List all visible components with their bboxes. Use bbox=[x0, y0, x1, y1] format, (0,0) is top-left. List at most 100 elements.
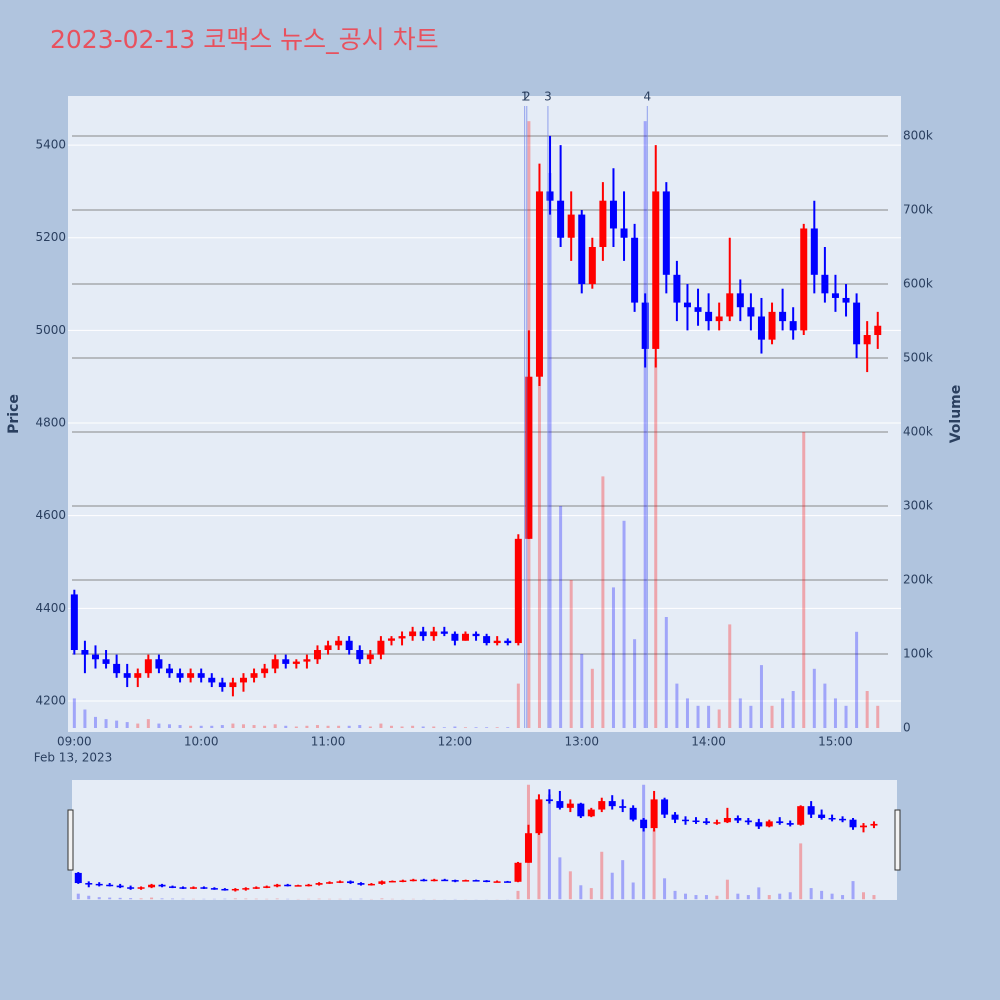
mini-candle-body bbox=[399, 880, 407, 883]
mini-candle-body bbox=[430, 879, 438, 882]
volume-bar bbox=[83, 709, 87, 729]
mini-volume-bar bbox=[275, 898, 279, 900]
mini-candle-body bbox=[326, 882, 334, 884]
volume-bar bbox=[220, 725, 224, 729]
slider-handle[interactable] bbox=[67, 809, 74, 871]
volume-bar bbox=[326, 725, 330, 729]
volume-bar bbox=[590, 668, 594, 729]
mini-candle-body bbox=[210, 888, 218, 890]
mini-candle-body bbox=[315, 883, 323, 885]
mini-candle-body bbox=[671, 814, 679, 820]
mini-candle-body bbox=[106, 884, 114, 887]
volume-bar bbox=[400, 726, 404, 729]
volume-bar bbox=[876, 705, 880, 729]
range-slider[interactable] bbox=[72, 780, 897, 900]
mini-candle-body bbox=[200, 887, 208, 889]
mini-volume-bar bbox=[150, 897, 154, 900]
volume-bar bbox=[707, 705, 711, 729]
candle-body bbox=[514, 538, 522, 644]
mini-volume-bar bbox=[725, 879, 729, 900]
volume-bar bbox=[654, 357, 658, 729]
volume-bar bbox=[611, 587, 615, 729]
mini-volume-bar bbox=[171, 898, 175, 900]
mini-volume-bar bbox=[767, 895, 771, 900]
volume-bar bbox=[759, 665, 763, 729]
volume-bar bbox=[633, 639, 637, 729]
y-tick-label: 5200 bbox=[35, 230, 66, 244]
mini-candle-body bbox=[839, 818, 847, 821]
candle-body bbox=[366, 654, 374, 660]
y2-tick-label: 0 bbox=[903, 721, 911, 735]
x-tick-label: 11:00 bbox=[311, 735, 346, 749]
mini-candle-body bbox=[116, 885, 124, 888]
candle-body bbox=[187, 673, 195, 678]
candle-body bbox=[747, 307, 755, 317]
mini-candle-body bbox=[818, 814, 826, 818]
y2-tick-label: 100k bbox=[903, 646, 933, 660]
x-tick-label: 14:00 bbox=[691, 735, 726, 749]
volume-bar bbox=[865, 691, 869, 729]
candle-body bbox=[789, 321, 797, 331]
mini-volume-bar bbox=[799, 843, 803, 900]
mini-candle-body bbox=[713, 822, 721, 824]
mini-volume-bar bbox=[181, 898, 185, 900]
volume-bar bbox=[495, 727, 499, 729]
volume-bar bbox=[696, 705, 700, 729]
x-date-label: Feb 13, 2023 bbox=[34, 751, 113, 765]
mini-candle-body bbox=[734, 817, 742, 821]
candle-body bbox=[641, 302, 649, 349]
mini-candle-body bbox=[346, 881, 354, 884]
chart-title: 2023-02-13 코맥스 뉴스_공시 차트 bbox=[50, 25, 439, 54]
volume-bar bbox=[622, 520, 626, 729]
slider-handle[interactable] bbox=[894, 809, 901, 871]
volume-bar bbox=[855, 631, 859, 729]
mini-candle-body bbox=[598, 801, 606, 810]
mini-candle-body bbox=[797, 806, 805, 825]
volume-bar bbox=[421, 726, 425, 729]
mini-candle-body bbox=[723, 817, 731, 823]
mini-candle-body bbox=[744, 820, 752, 823]
mini-candle-body bbox=[127, 887, 135, 889]
annotation-label: 1 bbox=[521, 90, 529, 104]
candle-body bbox=[694, 307, 702, 312]
mini-candle-body bbox=[682, 819, 690, 822]
candle-body bbox=[419, 631, 427, 637]
candle-body bbox=[557, 200, 565, 238]
mini-volume-bar bbox=[129, 898, 133, 900]
candle-body bbox=[673, 274, 681, 303]
candle-body bbox=[155, 659, 163, 669]
mini-candle-body bbox=[378, 881, 386, 884]
candle-body bbox=[123, 673, 131, 678]
volume-bar bbox=[844, 705, 848, 729]
candle-body bbox=[134, 673, 142, 678]
mini-candle-body bbox=[367, 883, 375, 886]
volume-bar bbox=[548, 172, 552, 729]
candle-body bbox=[736, 293, 744, 308]
mini-volume-bar bbox=[97, 897, 101, 900]
mini-volume-bar bbox=[778, 893, 782, 900]
volume-bar bbox=[823, 683, 827, 729]
volume-bar bbox=[241, 724, 245, 729]
mini-candle-body bbox=[357, 883, 365, 885]
volume-bar bbox=[368, 726, 372, 729]
candle-body bbox=[874, 325, 882, 336]
candle-body bbox=[631, 237, 639, 303]
mini-candle-body bbox=[231, 888, 239, 891]
volume-bar bbox=[537, 283, 541, 729]
volume-bar bbox=[749, 705, 753, 729]
mini-candle-body bbox=[483, 880, 491, 883]
volume-bar bbox=[601, 476, 605, 729]
mini-candle-body bbox=[242, 888, 250, 890]
annotation-label: 3 bbox=[544, 90, 552, 104]
mini-candle-body bbox=[409, 879, 417, 882]
y2-tick-label: 300k bbox=[903, 498, 933, 512]
mini-volume-bar bbox=[621, 860, 625, 900]
y-tick-label: 4200 bbox=[35, 693, 66, 707]
mini-candle-body bbox=[95, 883, 103, 886]
volume-bar bbox=[199, 725, 203, 729]
mini-volume-bar bbox=[757, 887, 761, 900]
y-tick-label: 5400 bbox=[35, 138, 66, 152]
mini-candle-body bbox=[263, 886, 271, 888]
mini-candle-body bbox=[608, 801, 616, 807]
candle-body bbox=[768, 311, 776, 340]
